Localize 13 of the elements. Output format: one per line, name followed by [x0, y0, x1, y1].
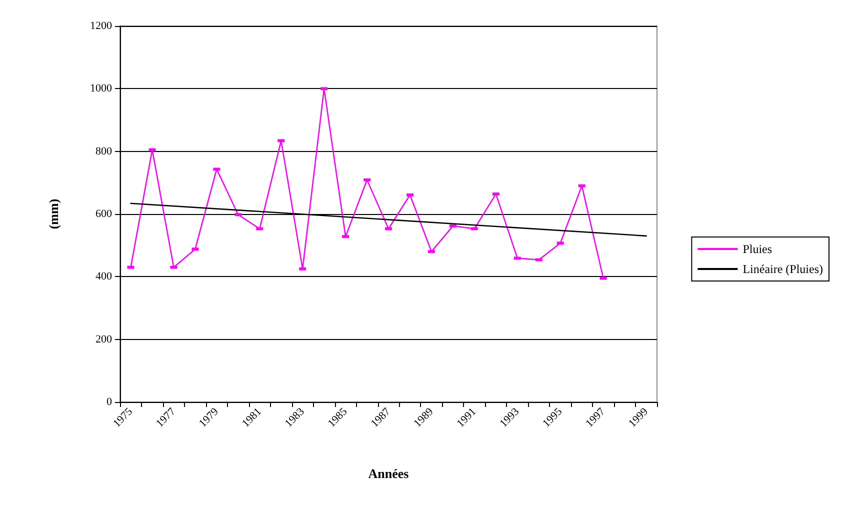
y-tick-label: 0 — [106, 396, 112, 408]
y-tick-label: 800 — [96, 145, 112, 158]
y-tick-label: 1200 — [90, 20, 112, 32]
y-tick-label: 400 — [96, 270, 112, 283]
y-tick-label: 200 — [96, 333, 112, 346]
x-axis-title: Années — [368, 466, 409, 481]
y-tick-label: 600 — [96, 208, 112, 220]
x-tick-label: 1981 — [240, 406, 264, 430]
x-tick-label: 1991 — [454, 406, 479, 430]
y-tick-label: 1000 — [90, 82, 112, 95]
legend-label: Pluies — [742, 242, 772, 256]
y-axis-title: (mm) — [46, 198, 61, 230]
legend-label: Linéaire (Pluies) — [742, 262, 824, 276]
